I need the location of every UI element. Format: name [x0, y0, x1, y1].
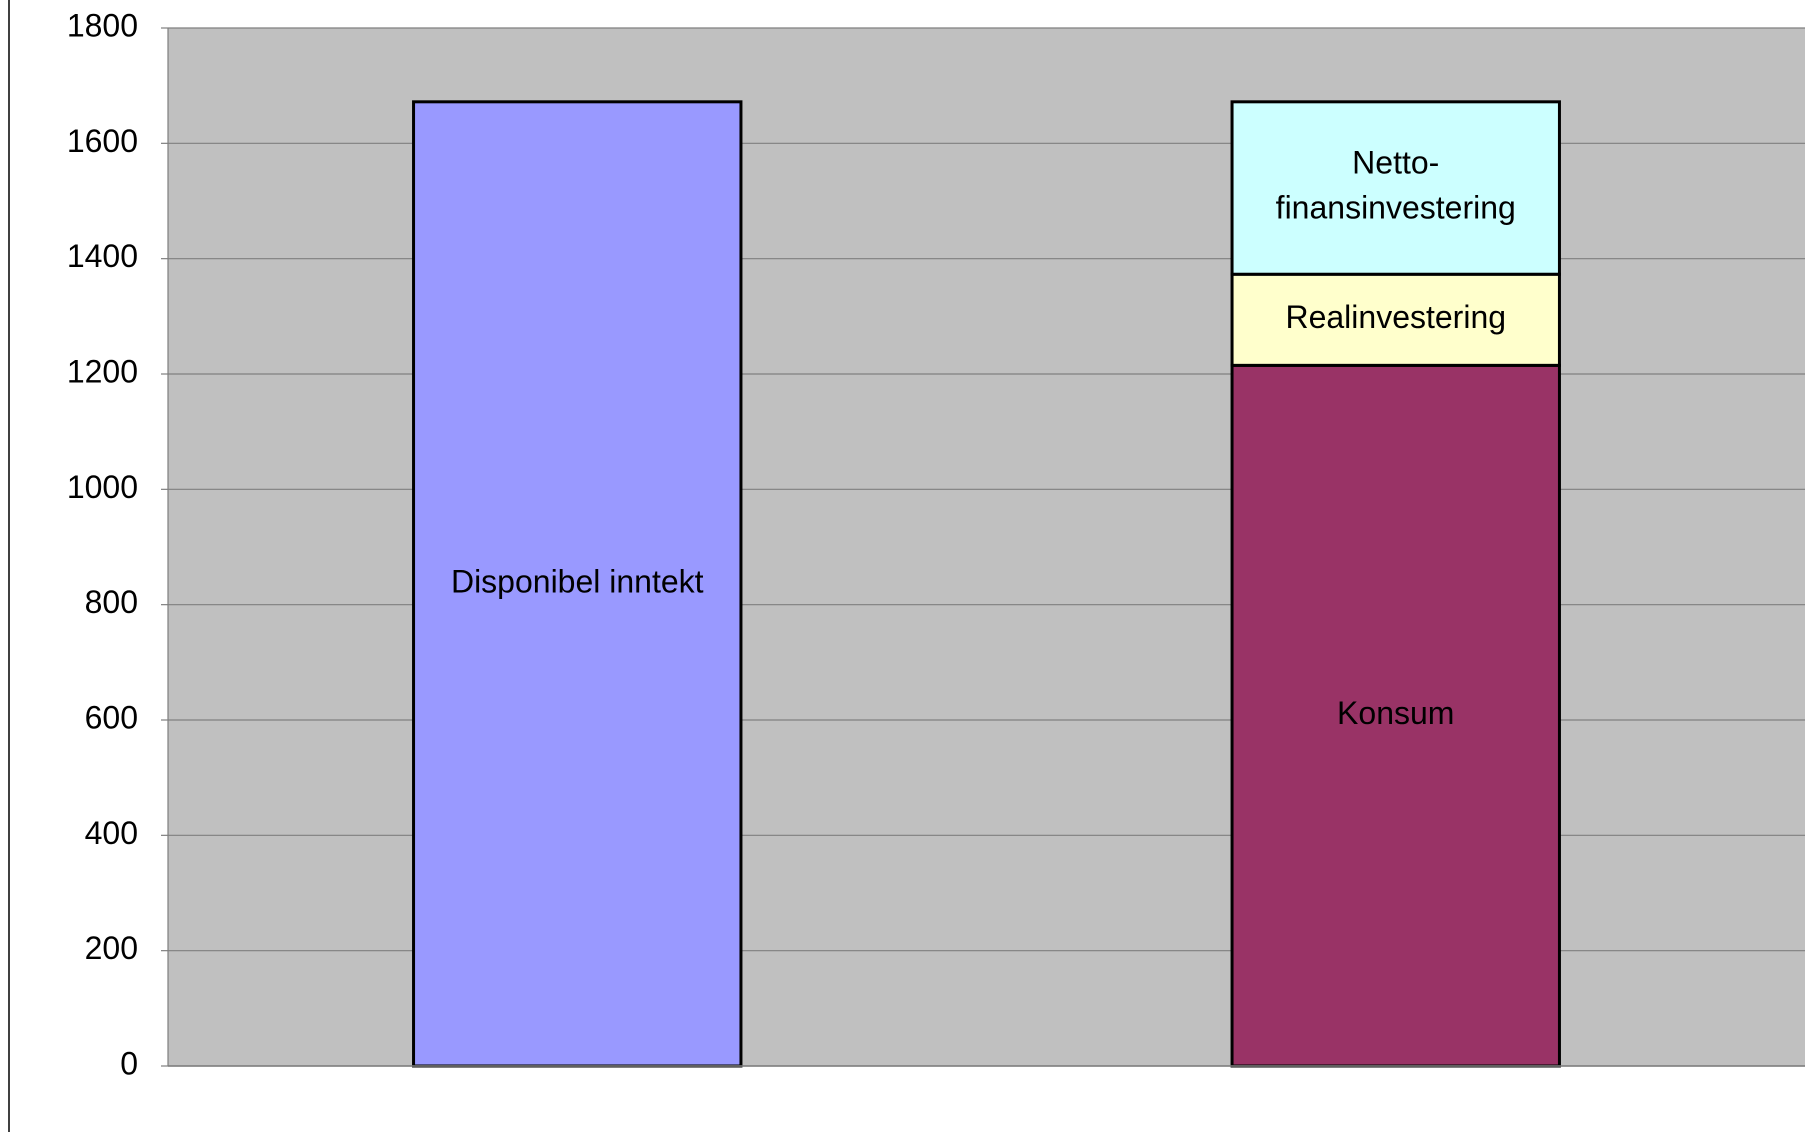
y-tick-label: 1200 [67, 353, 138, 389]
segment-label: Realinvestering [1285, 299, 1506, 335]
y-tick-label: 400 [85, 815, 138, 851]
bar-segment [1230, 100, 1561, 276]
y-tick-label: 1600 [67, 123, 138, 159]
y-tick-label: 800 [85, 584, 138, 620]
y-tick-label: 200 [85, 930, 138, 966]
segment-label: Konsum [1337, 695, 1454, 731]
y-tick-label: 1000 [67, 469, 138, 505]
y-tick-label: 1400 [67, 238, 138, 274]
y-tick-label: 1800 [67, 7, 138, 43]
bar-segment [1230, 272, 1561, 367]
segment-label: Netto-finansinvestering [1276, 145, 1516, 226]
bar-segment [412, 100, 743, 1068]
segment-label: Disponibel inntekt [451, 563, 704, 599]
y-tick-label: 600 [85, 699, 138, 735]
y-tick-label: 0 [120, 1045, 138, 1081]
bar-segment [1230, 363, 1561, 1068]
